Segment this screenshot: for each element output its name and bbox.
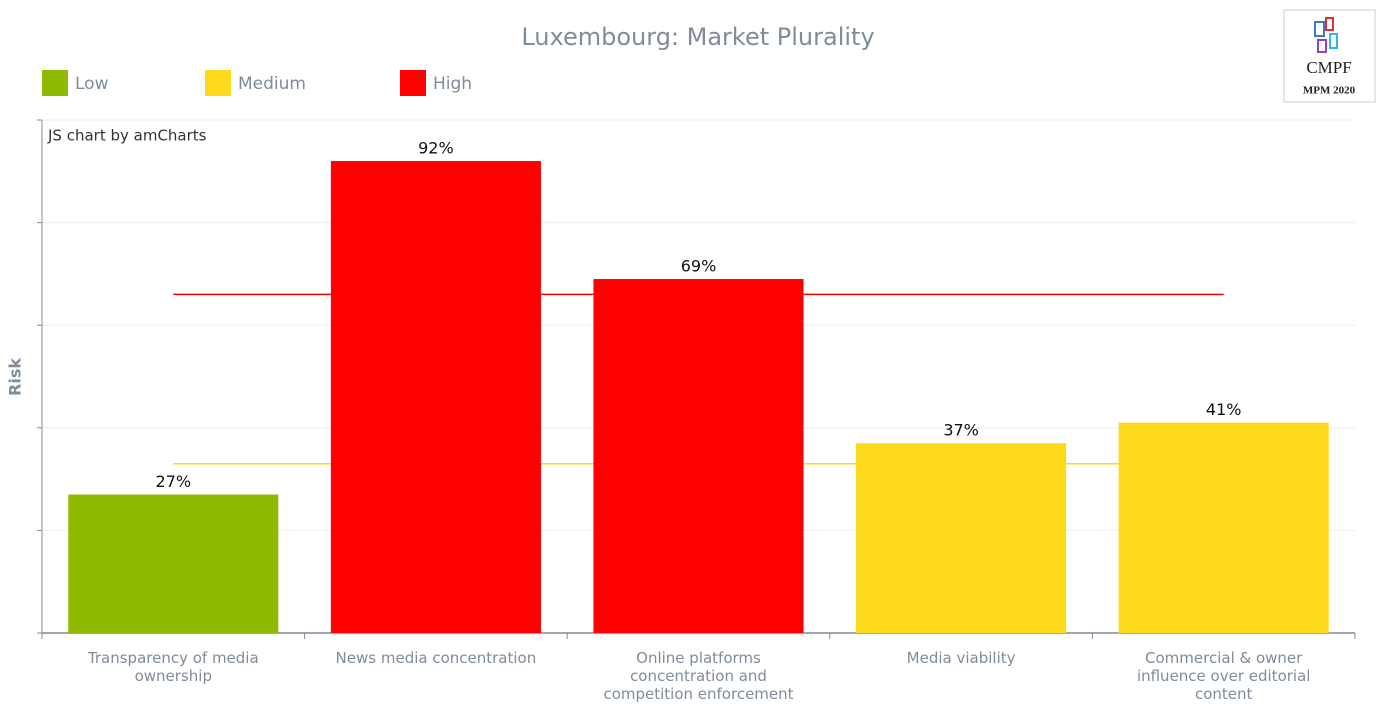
legend-label: High	[433, 74, 472, 94]
legend-label: Low	[75, 74, 109, 94]
chart-title: Luxembourg: Market Plurality	[521, 23, 874, 51]
value-label: 41%	[1206, 400, 1242, 419]
logo-icon	[1314, 21, 1325, 37]
logo-icon	[1329, 33, 1338, 49]
credit: JS chart by amCharts	[47, 127, 207, 145]
x-tick-label: Transparency of media ownership	[87, 649, 259, 685]
x-tick-label: Commercial & owner influence over editor…	[1136, 649, 1311, 703]
value-label: 92%	[418, 139, 454, 158]
bar	[593, 279, 804, 633]
legend-swatch	[400, 70, 426, 96]
value-label: 27%	[156, 472, 192, 491]
legend-label: Medium	[238, 74, 306, 94]
legend-swatch	[42, 70, 68, 96]
bar	[1118, 422, 1329, 633]
bar	[68, 494, 279, 633]
x-tick-label: News media concentration	[335, 649, 537, 667]
logo: CMPF MPM 2020	[1283, 9, 1376, 103]
logo-box	[1283, 9, 1376, 103]
value-label: 37%	[943, 421, 979, 440]
legend-swatch	[205, 70, 231, 96]
bar	[856, 443, 1067, 633]
x-tick-label: Online platforms concentration and compe…	[603, 649, 794, 703]
x-tick-label: Media viability	[906, 649, 1016, 667]
logo-name: CMPF	[1306, 58, 1351, 77]
y-axis-label: Risk	[6, 358, 25, 396]
logo-icon	[1317, 39, 1327, 53]
logo-edition: MPM 2020	[1303, 85, 1356, 97]
value-label: 69%	[681, 257, 717, 276]
logo-icon	[1325, 17, 1334, 31]
bar	[330, 161, 541, 634]
